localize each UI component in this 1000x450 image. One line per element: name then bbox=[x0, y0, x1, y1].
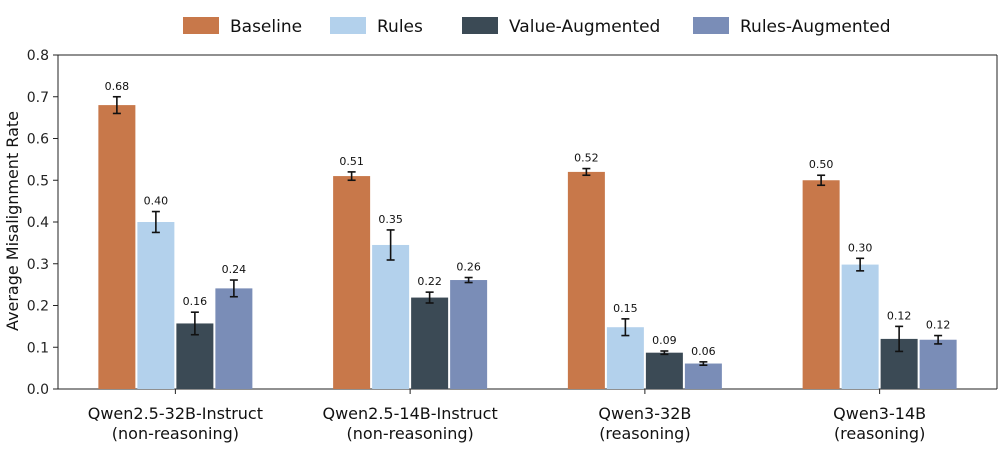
data-label: 0.40 bbox=[144, 195, 169, 208]
y-tick-label: 0.8 bbox=[27, 48, 49, 64]
legend-label: Rules bbox=[377, 17, 423, 37]
bar bbox=[372, 244, 410, 389]
bar bbox=[919, 339, 957, 389]
y-tick-label: 0.4 bbox=[27, 215, 49, 231]
data-labels: 0.68 0.40 0.16 0.24 0.51 0.35 0.22 0.26 0.52 0.15… bbox=[105, 80, 951, 358]
bar bbox=[137, 222, 175, 389]
legend-swatch bbox=[693, 17, 729, 34]
data-label: 0.35 bbox=[378, 213, 403, 226]
data-label: 0.24 bbox=[222, 263, 247, 276]
y-tick-label: 0.3 bbox=[27, 257, 49, 273]
data-label: 0.12 bbox=[926, 319, 951, 332]
x-tick-label: (non-reasoning) bbox=[347, 424, 474, 443]
data-label: 0.22 bbox=[417, 275, 442, 288]
y-tick-label: 0.1 bbox=[27, 340, 49, 356]
y-tick-label: 0.7 bbox=[27, 90, 49, 106]
x-tick-label: Qwen2.5-14B-Instruct bbox=[323, 404, 498, 423]
y-tick-label: 0.2 bbox=[27, 299, 49, 315]
bar bbox=[802, 180, 840, 389]
legend-label: Baseline bbox=[230, 17, 302, 37]
axes: 0.0 0.1 0.2 0.3 0.4 0.5 0.6 0.7 0.8 Qwen2.5-32B-I… bbox=[27, 48, 998, 443]
y-tick-label: 0.0 bbox=[27, 382, 49, 398]
y-tick-label: 0.6 bbox=[27, 132, 49, 148]
data-label: 0.12 bbox=[887, 309, 912, 322]
legend-swatch bbox=[183, 17, 219, 34]
bar bbox=[841, 264, 879, 389]
legend-swatch bbox=[330, 17, 366, 34]
data-label: 0.50 bbox=[809, 158, 834, 171]
bar bbox=[98, 105, 136, 389]
bar bbox=[333, 176, 371, 389]
legend-label: Value-Augmented bbox=[509, 17, 660, 37]
data-label: 0.15 bbox=[613, 302, 638, 315]
y-axis-title: Average Misalignment Rate bbox=[3, 111, 22, 331]
bar bbox=[450, 280, 488, 389]
legend: Baseline Rules Value-Augmented Rules-Augmen… bbox=[183, 17, 891, 37]
bar bbox=[567, 171, 605, 389]
bar bbox=[606, 327, 644, 389]
x-tick-label: (reasoning) bbox=[834, 424, 925, 443]
data-label: 0.09 bbox=[652, 334, 677, 347]
legend-swatch bbox=[462, 17, 498, 34]
data-label: 0.30 bbox=[848, 241, 873, 254]
data-label: 0.16 bbox=[183, 295, 208, 308]
x-tick-label: (reasoning) bbox=[599, 424, 690, 443]
data-label: 0.06 bbox=[691, 345, 716, 358]
x-tick-label: Qwen3-32B bbox=[598, 404, 691, 423]
bars bbox=[98, 95, 957, 389]
x-tick-label: (non-reasoning) bbox=[112, 424, 239, 443]
y-tick-label: 0.5 bbox=[27, 173, 49, 189]
x-tick-label: Qwen2.5-32B-Instruct bbox=[88, 404, 263, 423]
bar bbox=[645, 352, 683, 389]
data-label: 0.52 bbox=[574, 152, 599, 165]
legend-label: Rules-Augmented bbox=[740, 17, 891, 37]
data-label: 0.68 bbox=[105, 80, 130, 93]
x-tick-label: Qwen3-14B bbox=[833, 404, 926, 423]
data-label: 0.51 bbox=[339, 155, 364, 168]
bar bbox=[411, 297, 449, 389]
data-label: 0.26 bbox=[456, 261, 481, 274]
bar bbox=[684, 363, 722, 389]
bar bbox=[215, 288, 253, 389]
